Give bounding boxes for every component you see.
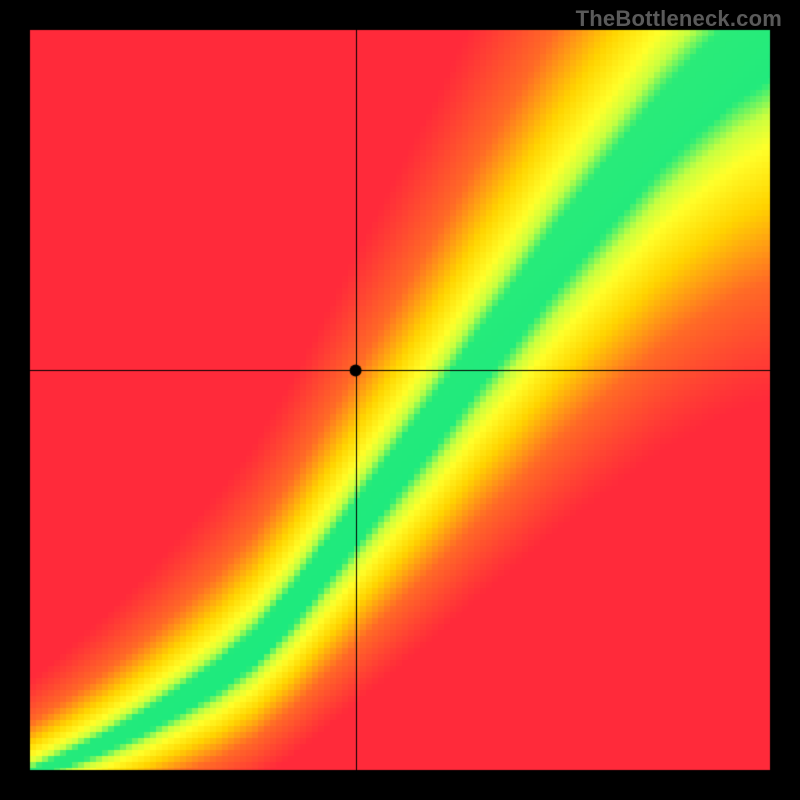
- bottleneck-heatmap: [0, 0, 800, 800]
- chart-container: TheBottleneck.com: [0, 0, 800, 800]
- watermark-text: TheBottleneck.com: [576, 6, 782, 32]
